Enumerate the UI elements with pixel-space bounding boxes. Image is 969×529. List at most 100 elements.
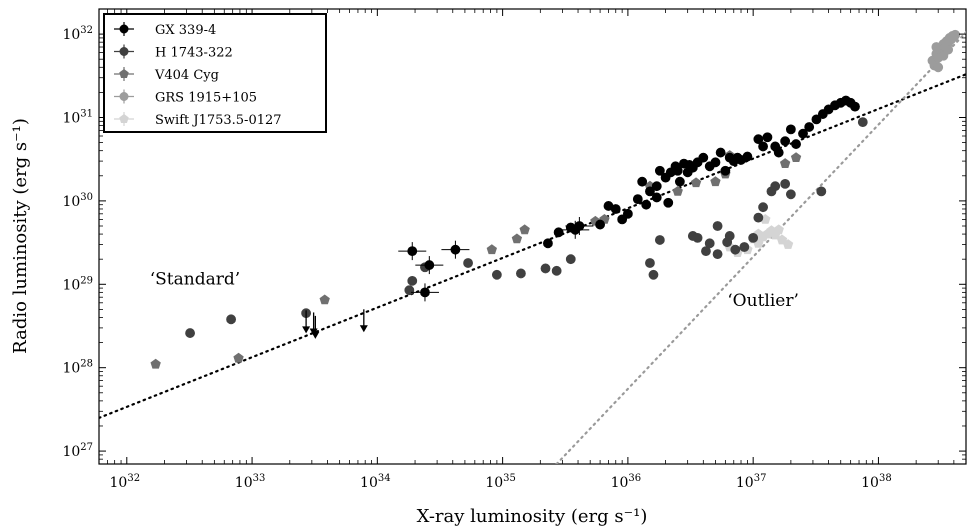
point-h-1743-322	[724, 231, 735, 241]
point-grs-1915-105	[948, 32, 959, 43]
point-v404-cyg	[710, 176, 721, 187]
point-v404-cyg	[511, 233, 523, 244]
point-h-1743-322	[648, 269, 659, 280]
point-gx-339-4	[637, 176, 648, 187]
y-tick-label: 1031	[62, 109, 93, 127]
point-h-1743-322	[226, 314, 236, 325]
y-tick-label: 1027	[62, 442, 93, 460]
fit-line-standard	[99, 73, 966, 419]
point-h-1743-322	[407, 275, 418, 286]
point-h-1743-322	[712, 249, 723, 260]
point-swift-j1753-5-0127	[782, 239, 794, 249]
point-v404-cyg	[779, 158, 791, 168]
point-h-1743-322	[463, 258, 473, 268]
point-h-1743-322	[857, 117, 868, 128]
point-gx-339-4	[742, 151, 753, 162]
fit-lines	[99, 31, 966, 464]
point-gx-339-4	[672, 165, 683, 176]
point-gx-339-4	[791, 139, 801, 149]
point-gx-339-4	[654, 165, 665, 176]
point-h-1743-322	[704, 238, 715, 249]
legend-label-grs-1915-105: GRS 1915+105	[155, 91, 257, 106]
point-gx-339-4	[758, 141, 768, 152]
point-gx-339-4	[651, 181, 662, 192]
point-h-1743-322	[748, 232, 759, 243]
point-h-1743-322	[692, 232, 703, 243]
upper-limit-arrow	[302, 326, 311, 334]
point-gx-339-4	[684, 160, 695, 170]
y-tick-label: 1032	[62, 25, 93, 43]
point-gx-339-4	[663, 197, 674, 208]
point-gx-339-4	[785, 124, 796, 135]
point-gx-339-4	[780, 136, 791, 147]
annotations: ‘Standard’ ‘Outlier’	[150, 269, 799, 311]
x-tick-label: 1032	[110, 473, 141, 491]
point-gx-339-4	[543, 238, 553, 249]
point-h-1743-322	[701, 246, 711, 257]
x-tick-label: 1034	[360, 473, 391, 491]
point-gx-339-4	[595, 219, 605, 230]
point-h-1743-322	[654, 235, 665, 245]
point-gx-339-4	[850, 101, 860, 112]
point-h-1743-322	[185, 328, 195, 338]
x-tick-label: 1038	[861, 473, 892, 491]
point-v404-cyg	[150, 358, 161, 369]
point-gx-339-4	[651, 192, 662, 203]
point-h-1743-322	[404, 285, 415, 296]
point-gx-339-4	[645, 186, 655, 197]
point-v404-cyg	[672, 185, 683, 196]
point-gx-339-4	[720, 165, 731, 176]
point-h-1743-322	[565, 254, 576, 265]
point-h-1743-322	[540, 263, 551, 274]
axis-ticks: 1032 1033 1034 1035 1036 1037 1038 1027 1028 1029…	[62, 8, 967, 491]
point-gx-339-4	[710, 157, 721, 168]
point-gx-339-4	[811, 114, 822, 125]
point-gx-339-4	[632, 194, 643, 205]
x-tick-label: 1033	[235, 473, 266, 491]
point-v404-cyg	[233, 352, 244, 363]
point-h-1743-322	[753, 212, 764, 223]
point-h-1743-322	[491, 269, 502, 280]
point-gx-339-4	[762, 132, 773, 143]
point-v404-cyg	[486, 244, 497, 255]
y-tick-label: 1029	[62, 275, 93, 293]
annotation-label: ‘Standard’	[150, 269, 240, 289]
y-tick-label: 1030	[62, 192, 93, 210]
point-v404-cyg	[519, 224, 530, 235]
point-h-1743-322	[770, 181, 781, 192]
legend-label-gx-339-4: GX 339-4	[155, 23, 216, 38]
legend-marker-swift-j1753-5-0127	[119, 114, 129, 124]
point-gx-339-4	[622, 208, 633, 219]
legend-marker-h-1743-322	[119, 46, 129, 56]
point-h-1743-322	[785, 189, 796, 200]
point-gx-339-4	[698, 152, 709, 163]
point-grs-1915-105	[943, 44, 954, 55]
point-gx-339-4	[641, 199, 652, 210]
point-gx-339-4	[773, 147, 784, 158]
x-tick-label: 1036	[611, 473, 642, 491]
point-grs-1915-105	[931, 42, 942, 52]
point-v404-cyg	[690, 177, 702, 188]
point-v404-cyg	[319, 294, 330, 305]
x-tick-label: 1035	[485, 473, 516, 491]
y-tick-label: 1028	[62, 359, 93, 377]
x-tick-label: 1037	[736, 473, 767, 491]
point-grs-1915-105	[933, 62, 944, 73]
legend-marker-grs-1915-105	[119, 92, 129, 102]
legend-label-swift-j1753-5-0127: Swift J1753.5-0127	[155, 113, 282, 128]
point-h-1743-322	[816, 186, 827, 197]
point-gx-339-4	[715, 147, 726, 158]
point-gx-339-4	[674, 176, 685, 187]
point-h-1743-322	[780, 178, 791, 189]
legend-box	[103, 13, 327, 133]
legend: GX 339-4 H 1743-322 V404 Cyg GRS 1915+105 Sw…	[103, 13, 327, 133]
point-h-1743-322	[645, 258, 655, 268]
y-axis-label: Radio luminosity (erg s⁻¹)	[10, 118, 31, 354]
point-h-1743-322	[551, 265, 562, 276]
point-swift-j1753-5-0127	[773, 224, 784, 235]
annotation-label: ‘Outlier’	[727, 291, 799, 311]
x-axis-label: X-ray luminosity (erg s⁻¹)	[417, 506, 648, 527]
upper-limit-arrow	[359, 325, 368, 333]
point-h-1743-322	[516, 268, 526, 279]
